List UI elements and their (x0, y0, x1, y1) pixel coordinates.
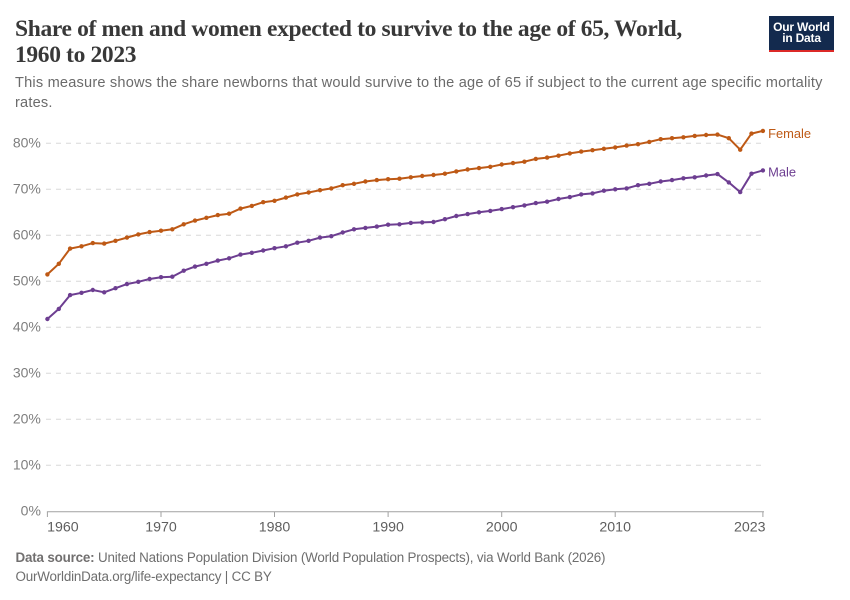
svg-text:1970: 1970 (145, 519, 177, 535)
svg-text:80%: 80% (13, 134, 41, 150)
svg-text:2010: 2010 (599, 519, 631, 535)
svg-text:1960: 1960 (47, 519, 79, 535)
svg-text:50%: 50% (13, 272, 41, 288)
svg-text:0%: 0% (21, 502, 41, 518)
svg-text:Male: Male (768, 164, 796, 179)
svg-text:60%: 60% (13, 226, 41, 242)
svg-text:10%: 10% (13, 456, 41, 472)
svg-text:2023: 2023 (734, 519, 766, 535)
svg-text:40%: 40% (13, 318, 41, 334)
svg-text:1980: 1980 (259, 519, 291, 535)
svg-text:70%: 70% (13, 180, 41, 196)
svg-text:30%: 30% (13, 364, 41, 380)
svg-text:2000: 2000 (486, 519, 518, 535)
svg-text:20%: 20% (13, 410, 41, 426)
svg-text:1990: 1990 (372, 519, 404, 535)
svg-text:Female: Female (768, 126, 811, 141)
